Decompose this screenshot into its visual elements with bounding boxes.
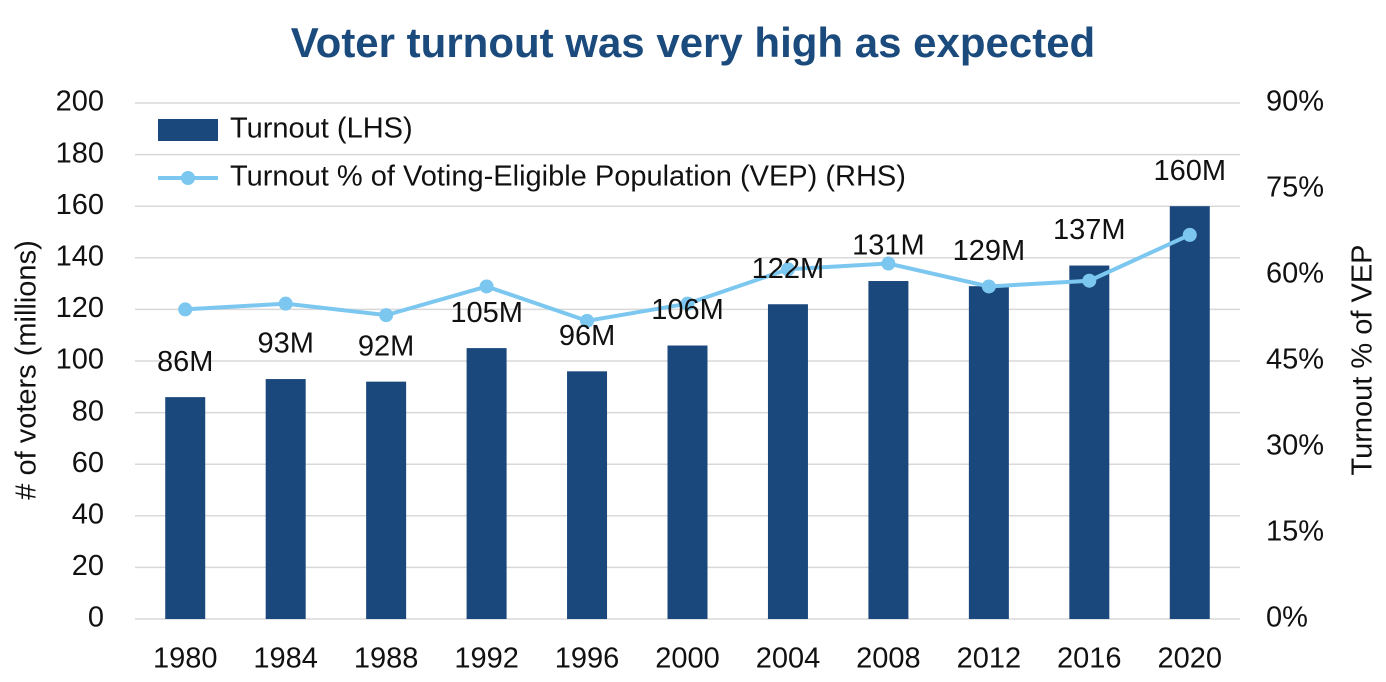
x-tick-label: 1996 xyxy=(555,643,620,675)
y-tick-label: 100 xyxy=(56,344,104,376)
y2-tick-label: 15% xyxy=(1266,516,1324,548)
bar xyxy=(1169,206,1210,619)
bar xyxy=(567,371,608,619)
line-marker xyxy=(1082,273,1097,288)
line-marker xyxy=(981,279,996,294)
line-marker xyxy=(780,262,795,277)
x-tick-label: 2020 xyxy=(1158,643,1223,675)
x-tick-label: 1992 xyxy=(454,643,519,675)
data-label: 92M xyxy=(358,330,414,362)
line-marker xyxy=(881,256,896,271)
y2-tick-label: 30% xyxy=(1266,430,1324,462)
y-tick-label: 200 xyxy=(56,86,104,118)
y-tick-label: 40 xyxy=(72,498,104,530)
x-tick-label: 1988 xyxy=(354,643,419,675)
legend-swatch xyxy=(158,119,218,141)
line-marker xyxy=(479,279,494,294)
line-marker xyxy=(278,296,293,311)
legend-swatch xyxy=(181,171,195,185)
x-tick-label: 2000 xyxy=(655,643,720,675)
y-tick-label: 20 xyxy=(72,550,104,582)
data-label: 160M xyxy=(1153,155,1226,187)
x-tick-label: 2012 xyxy=(957,643,1022,675)
line-marker xyxy=(1182,227,1197,242)
y-axis-label: # of voters (millions) xyxy=(11,240,43,499)
legend-label: Turnout % of Voting-Eligible Population … xyxy=(230,161,906,193)
x-tick-label: 2016 xyxy=(1057,643,1122,675)
y2-tick-label: 0% xyxy=(1266,602,1308,634)
y2-tick-label: 90% xyxy=(1266,86,1324,118)
bar xyxy=(366,381,407,619)
line-marker xyxy=(178,302,193,317)
data-label: 131M xyxy=(852,230,925,262)
y2-tick-label: 60% xyxy=(1266,258,1324,290)
y2-tick-label: 75% xyxy=(1266,172,1324,204)
y-tick-label: 0 xyxy=(88,602,104,634)
bar xyxy=(667,345,708,619)
x-tick-label: 2004 xyxy=(756,643,821,675)
y-tick-label: 60 xyxy=(72,447,104,479)
y-tick-label: 160 xyxy=(56,189,104,221)
bar xyxy=(165,397,206,619)
data-label: 129M xyxy=(953,235,1026,267)
bar xyxy=(466,348,507,619)
y-tick-label: 120 xyxy=(56,292,104,324)
y2-axis-label: Turnout % of VEP xyxy=(1347,244,1379,475)
y-tick-label: 80 xyxy=(72,395,104,427)
data-label: 105M xyxy=(450,297,523,329)
data-label: 93M xyxy=(257,328,313,360)
data-label: 122M xyxy=(752,253,825,285)
line-marker xyxy=(580,313,595,328)
x-tick-label: 2008 xyxy=(856,643,921,675)
bar xyxy=(1069,265,1110,619)
data-label: 137M xyxy=(1053,214,1126,246)
line-marker xyxy=(680,296,695,311)
data-label: 96M xyxy=(559,320,615,352)
legend-label: Turnout (LHS) xyxy=(230,113,413,145)
data-label: 106M xyxy=(651,294,724,326)
y-tick-label: 140 xyxy=(56,240,104,272)
chart-title: Voter turnout was very high as expected xyxy=(291,19,1095,66)
bar xyxy=(868,281,909,619)
x-tick-label: 1984 xyxy=(253,643,318,675)
bar xyxy=(968,286,1009,619)
y2-tick-label: 45% xyxy=(1266,344,1324,376)
x-tick-label: 1980 xyxy=(153,643,218,675)
y-tick-label: 180 xyxy=(56,137,104,169)
bar xyxy=(767,304,808,619)
bar xyxy=(265,379,306,619)
data-label: 86M xyxy=(157,346,213,378)
line-marker xyxy=(379,308,394,323)
